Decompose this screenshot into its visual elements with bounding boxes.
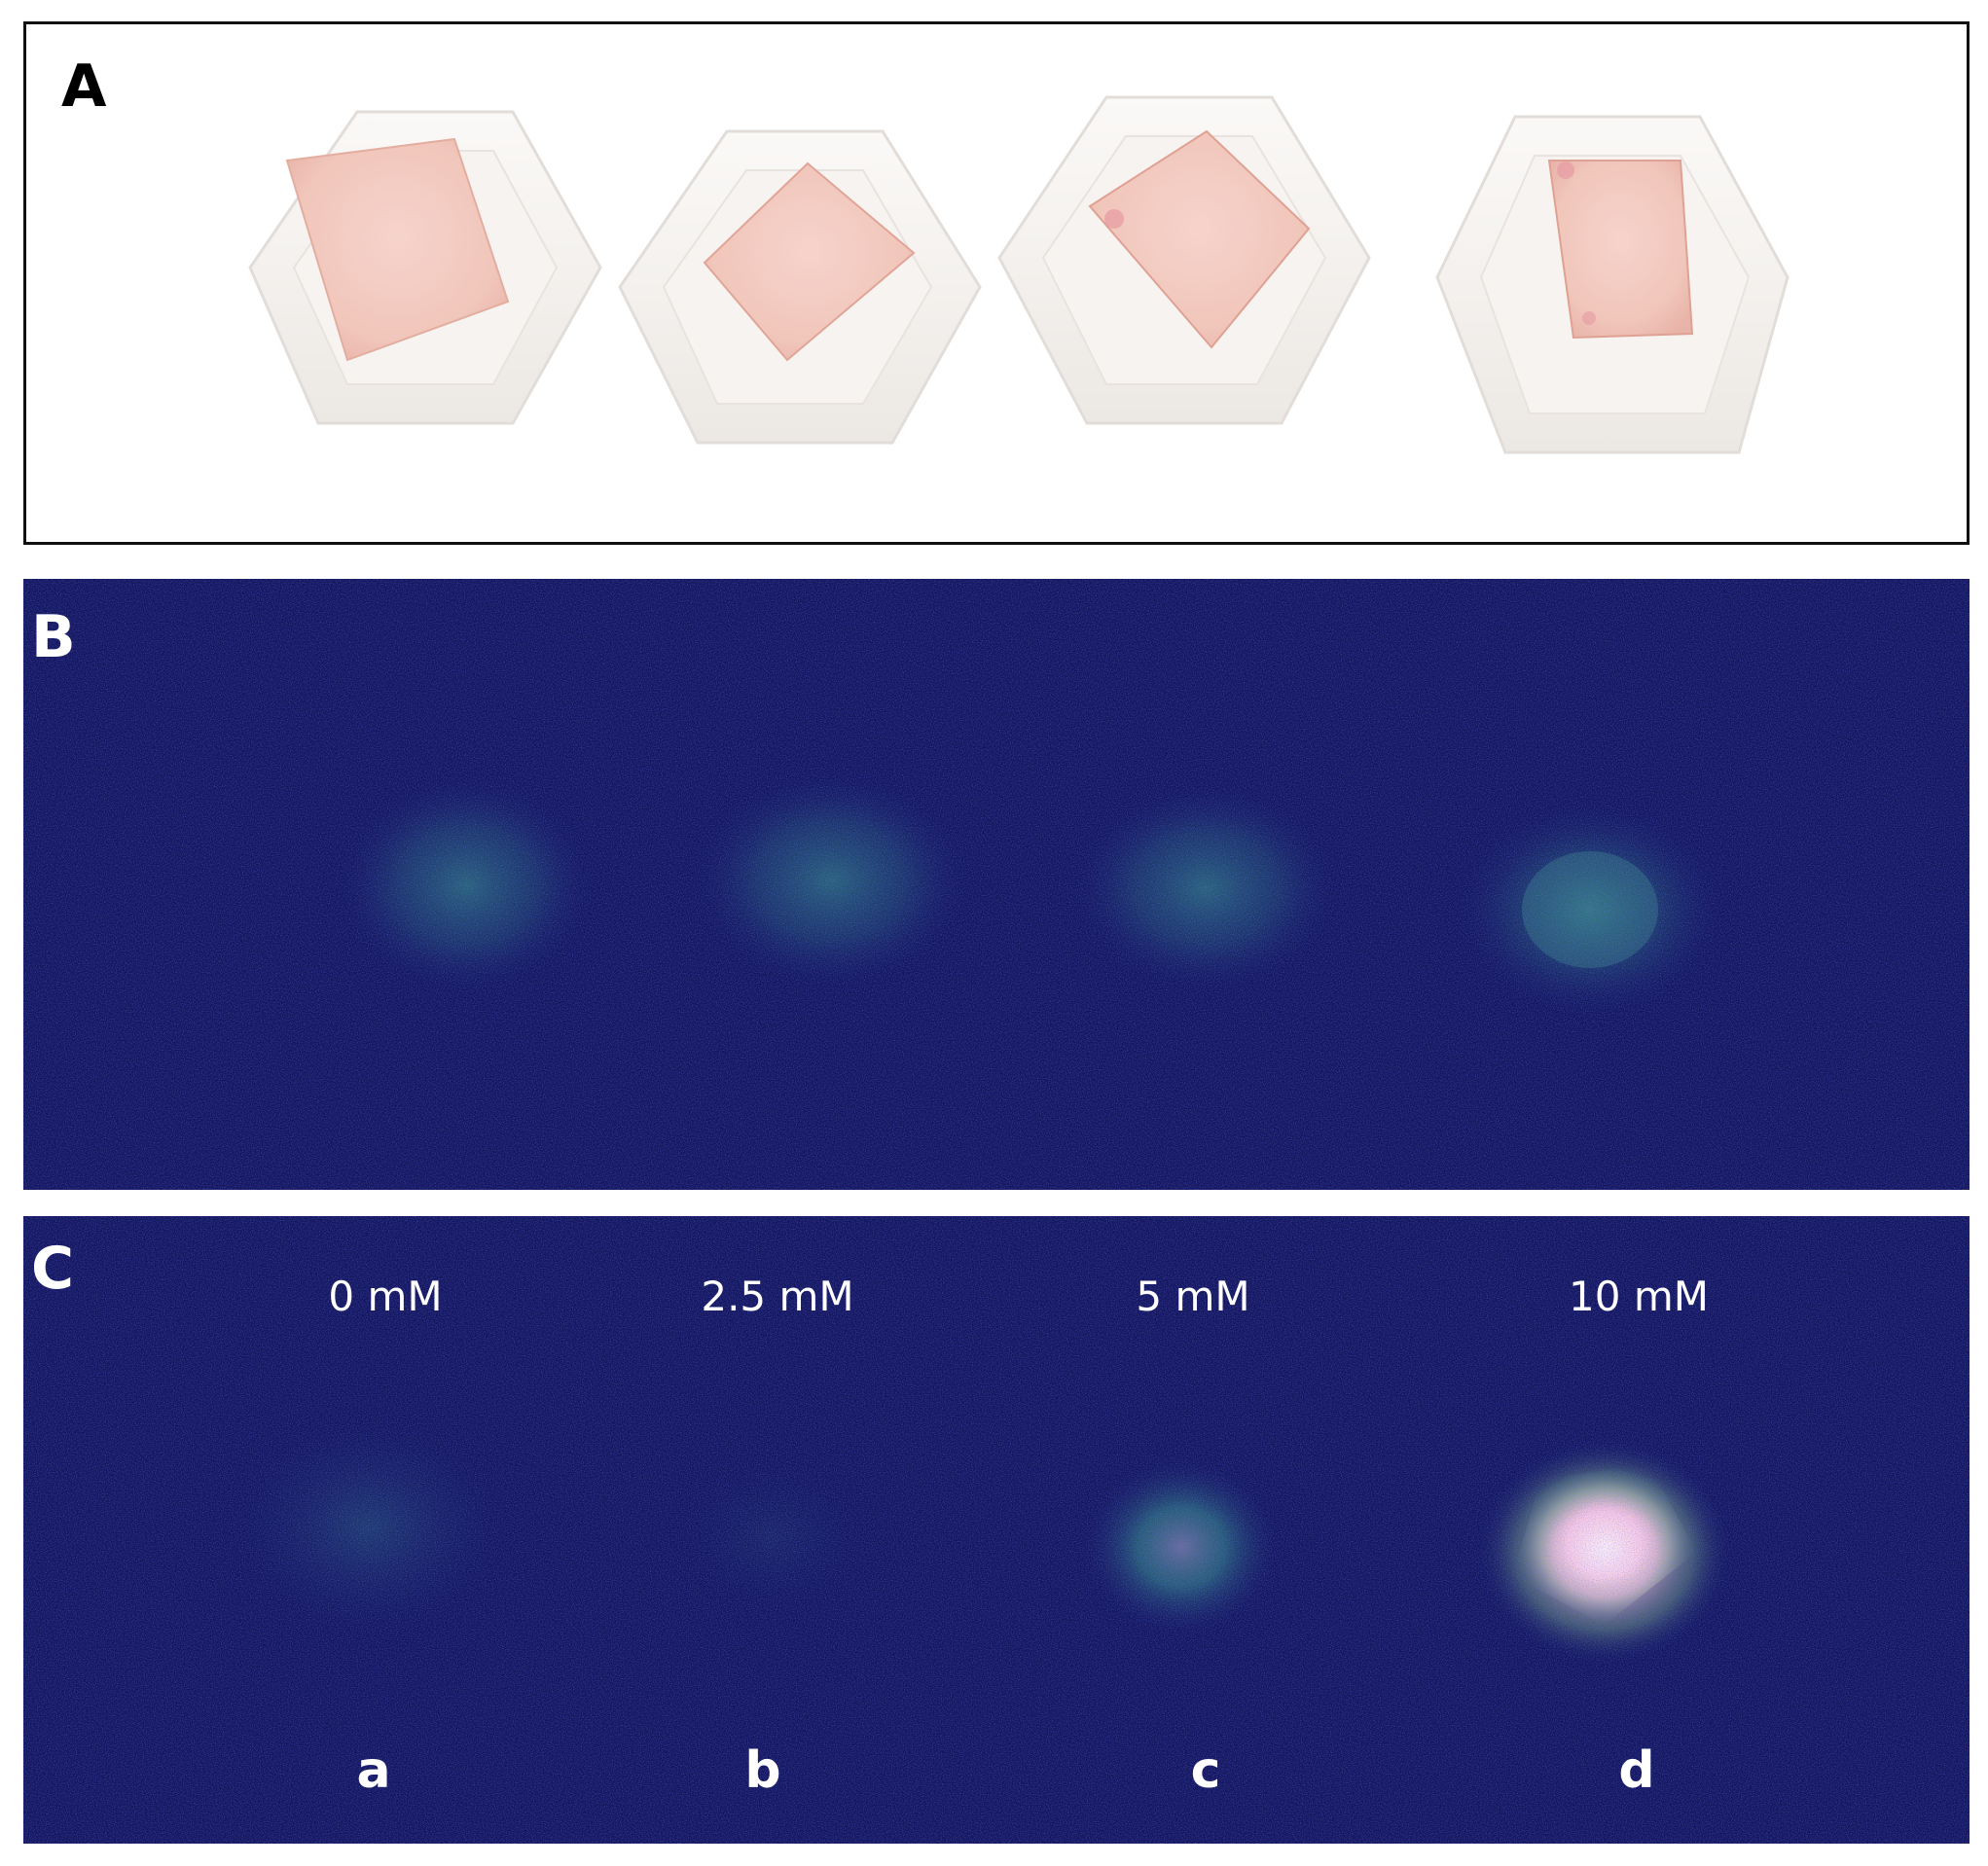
tray-c: [997, 95, 1371, 425]
concentration-label-d: 10 mM: [1569, 1273, 1709, 1320]
panel-b-fluorescence: B: [23, 579, 1970, 1190]
fluorescence-image-b: [23, 579, 1970, 1190]
tray-d: [1435, 115, 1789, 454]
concentration-label-a: 0 mM: [328, 1273, 443, 1320]
sample-label-b: b: [744, 1741, 781, 1800]
panel-label-b: B: [31, 603, 76, 671]
tray-a: [248, 110, 602, 425]
sample-label-a: a: [356, 1741, 391, 1800]
skin-sample-a: [285, 137, 510, 362]
panel-c-fluorescence: C 0 mM 2.5 mM 5 mM 10 mM a b c d: [23, 1216, 1970, 1844]
concentration-label-b: 2.5 mM: [701, 1273, 854, 1320]
concentration-label-c: 5 mM: [1136, 1273, 1250, 1320]
sample-label-d: d: [1618, 1741, 1655, 1800]
skin-sample-b: [703, 161, 916, 362]
fluorescence-image-c: [23, 1216, 1970, 1844]
tray-b: [618, 129, 982, 445]
sample-label-c: c: [1190, 1741, 1221, 1800]
skin-sample-d: [1547, 160, 1694, 340]
skin-sample-c: [1088, 129, 1311, 349]
skin-samples-photo: [248, 95, 1789, 454]
panel-a-photo: A: [23, 21, 1970, 545]
panel-label-c: C: [31, 1235, 75, 1303]
panel-label-a: A: [61, 53, 107, 121]
